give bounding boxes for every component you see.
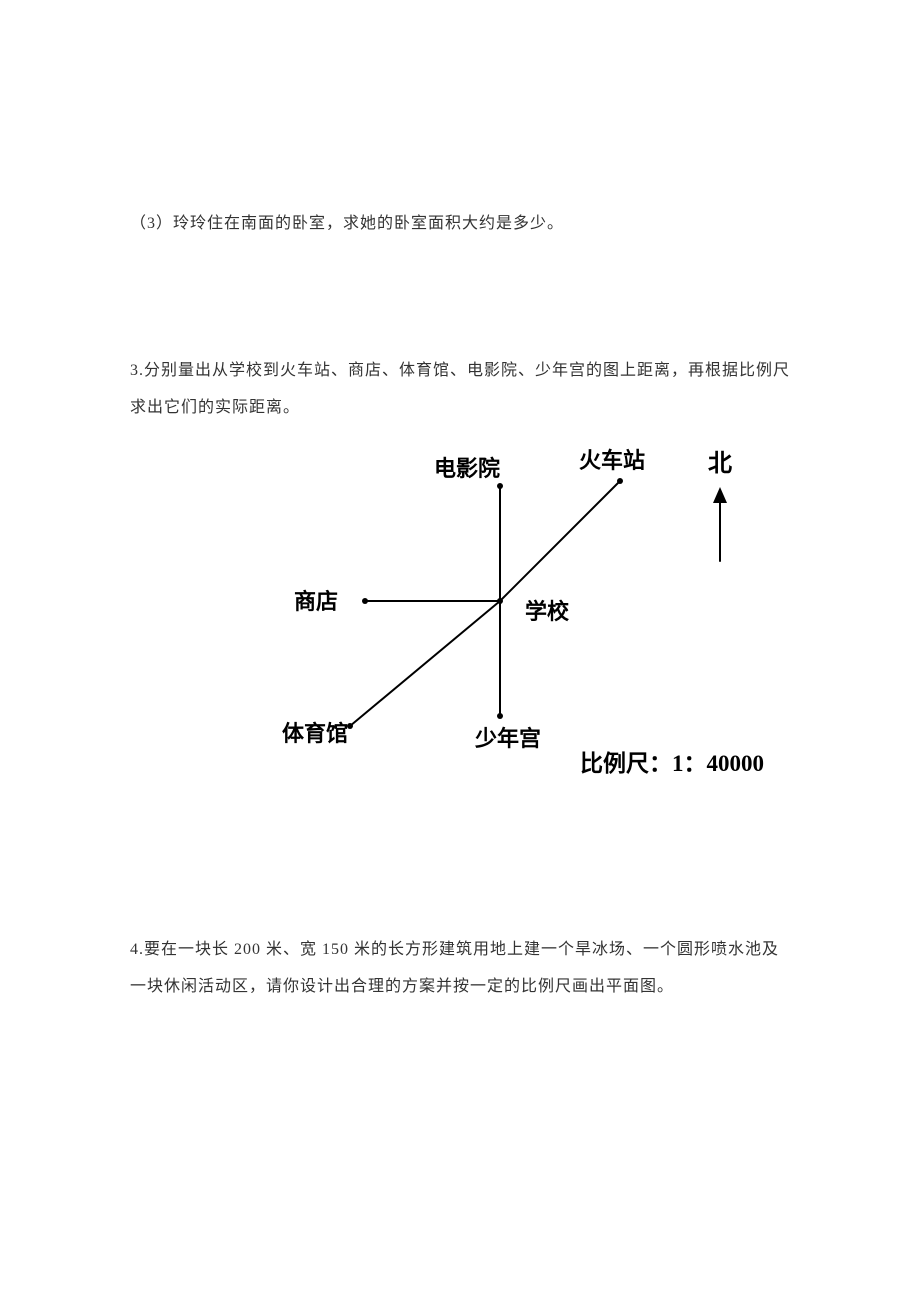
question-3: 3.分别量出从学校到火车站、商店、体育馆、电影院、少年宫的图上距离，再根据比例尺…	[130, 353, 790, 427]
svg-text:商店: 商店	[294, 589, 338, 614]
svg-text:电影院: 电影院	[434, 456, 500, 481]
svg-text:比例尺：1：40000: 比例尺：1：40000	[580, 751, 764, 776]
svg-text:火车站: 火车站	[579, 448, 645, 473]
map-diagram: 电影院 火车站 北商店 学校体育馆 少年宫比例尺：1：40000	[130, 426, 830, 786]
map-diagram-svg: 电影院 火车站 北商店 学校体育馆 少年宫比例尺：1：40000	[230, 426, 790, 786]
svg-text:体育馆: 体育馆	[282, 721, 348, 746]
svg-text:少年宫: 少年宫	[474, 726, 541, 751]
svg-text:学校: 学校	[525, 599, 570, 624]
question-4: 4.要在一块长 200 米、宽 150 米的长方形建筑用地上建一个旱冰场、一个圆…	[130, 932, 790, 1006]
svg-text:北: 北	[708, 450, 732, 477]
question-2-sub-3: （3）玲玲住在南面的卧室，求她的卧室面积大约是多少。	[130, 206, 790, 243]
